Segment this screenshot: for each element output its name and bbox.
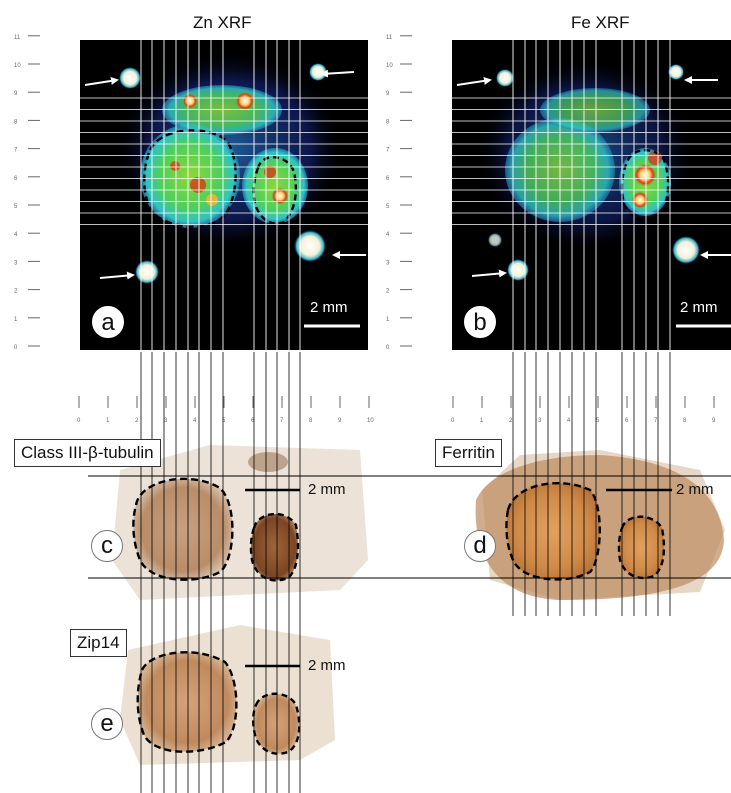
ruler-x-tick-label: 8 [683,418,687,424]
ruler-x-tick-label: 2 [509,418,513,424]
panel-c-letter: c [91,530,123,562]
panel-a-scale-label: 2 mm [310,299,348,316]
panel-b-title: Fe XRF [571,13,630,32]
ruler-b-vertical: 0 1 2 3 4 5 6 7 8 9 10 11 [386,35,412,351]
ruler-y-tick-label: 11 [14,35,21,41]
panel-c-stain-label: Class III-β-tubulin [14,439,161,467]
ruler-y-tick-label: 6 [386,176,390,182]
ruler-y-tick-label: 7 [14,148,18,154]
panel-d-letter: d [464,530,496,562]
ruler-y-tick-label: 0 [386,345,390,351]
ruler-y-tick-label: 11 [386,35,393,41]
ruler-x-tick-label: 4 [193,418,197,424]
ruler-x-tick-label: 2 [135,418,139,424]
ruler-y-tick-label: 8 [14,119,18,125]
panel-c-tubulin-stain [112,445,368,600]
ruler-y-tick-label: 5 [14,204,18,210]
panel-e-letter: e [91,708,123,740]
ruler-y-tick-label: 9 [14,91,18,97]
panel-a-xrf-zn [80,40,368,350]
ruler-x-tick-label: 7 [654,418,658,424]
ruler-x-tick-label: 6 [251,418,255,424]
ruler-y-tick-label: 10 [14,63,21,69]
grid-vertical-lines-left [140,36,301,793]
ruler-y-tick-label: 0 [14,345,18,351]
ruler-y-tick-label: 6 [14,176,18,182]
ruler-y-tick-label: 4 [14,232,18,238]
ruler-x-tick-label: 10 [367,418,374,424]
ruler-x-tick-label: 7 [280,418,284,424]
panel-a-title: Zn XRF [193,13,252,32]
ruler-y-tick-label: 1 [14,317,18,323]
ruler-y-tick-label: 8 [386,119,390,125]
ruler-y-tick-label: 3 [14,260,18,266]
ruler-x-tick-label: 5 [222,418,226,424]
ruler-x-tick-label: 5 [596,418,600,424]
ruler-a-horizontal: 0 1 2 3 4 5 6 7 8 9 10 [77,396,374,424]
ruler-x-tick-label: 0 [451,418,455,424]
ruler-x-tick-label: 1 [480,418,484,424]
ruler-x-tick-label: 9 [712,418,716,424]
ruler-x-tick-label: 9 [338,418,342,424]
panel-d-ferritin-stain [475,450,725,600]
ruler-y-tick-label: 2 [386,289,390,295]
grid-vertical-lines-right [512,36,671,616]
panel-b-xrf-fe [452,40,731,350]
panel-e-zip14-stain [120,625,335,765]
ruler-y-tick-label: 2 [14,289,18,295]
ruler-x-tick-label: 4 [567,418,571,424]
panel-e-scale-label: 2 mm [308,657,346,674]
ruler-x-tick-label: 3 [164,418,168,424]
ruler-x-tick-label: 1 [106,418,110,424]
ruler-y-tick-label: 1 [386,317,390,323]
panel-c-scale-label: 2 mm [308,481,346,498]
panel-d-stain-label: Ferritin [435,439,502,467]
panel-a-letter: a [92,306,124,338]
panel-b-letter: b [464,306,496,338]
ruler-y-tick-label: 7 [386,148,390,154]
ruler-x-tick-label: 0 [77,418,81,424]
ruler-y-tick-label: 4 [386,232,390,238]
grid-horizontal-lines [80,97,731,225]
ruler-y-tick-label: 10 [386,63,393,69]
panel-e-stain-label: Zip14 [70,629,127,657]
ruler-y-tick-label: 3 [386,260,390,266]
panel-b-scale-label: 2 mm [680,299,718,316]
ruler-y-tick-label: 9 [386,91,390,97]
ruler-x-tick-label: 8 [309,418,313,424]
panel-d-scale-label: 2 mm [676,481,714,498]
ruler-y-tick-label: 5 [386,204,390,210]
ruler-a-vertical: 0 1 2 3 4 5 6 7 8 9 10 11 [14,35,40,351]
ruler-x-tick-label: 3 [538,418,542,424]
ruler-x-tick-label: 6 [625,418,629,424]
